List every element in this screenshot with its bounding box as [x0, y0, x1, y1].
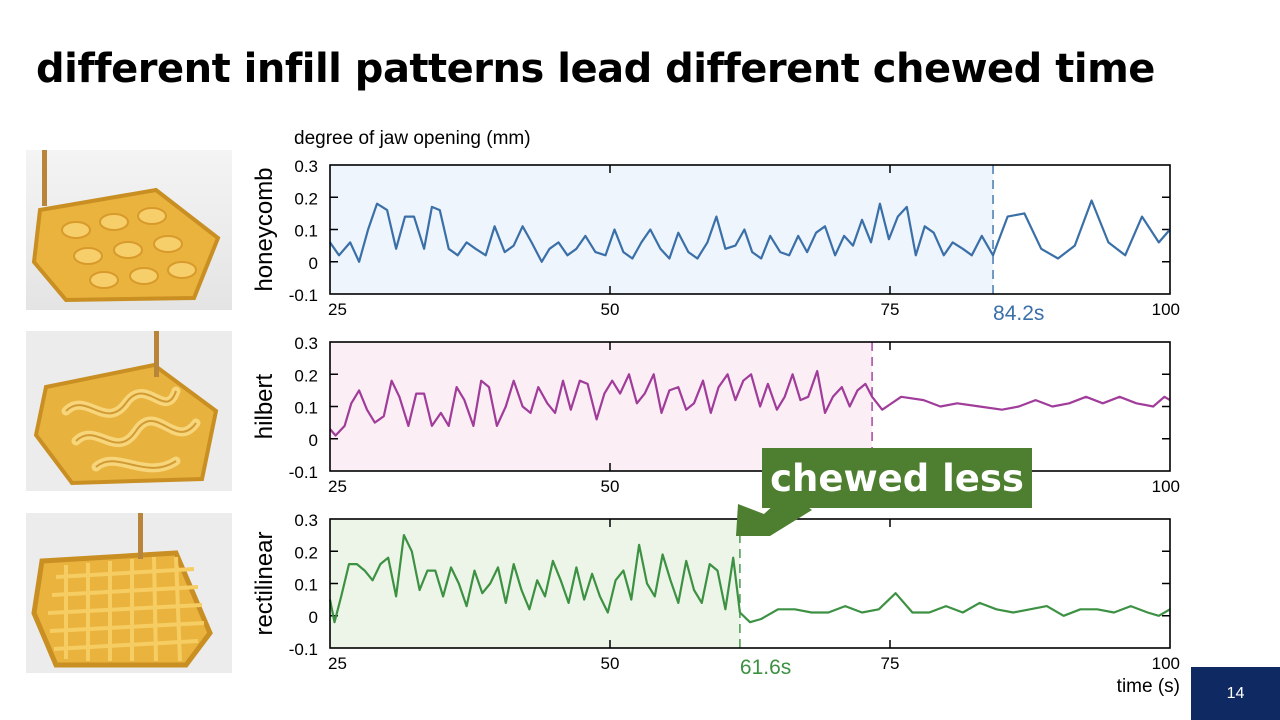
x-tick-label: 50 — [601, 654, 620, 673]
x-tick-label: 100 — [1152, 300, 1180, 319]
x-tick-label: 100 — [1152, 654, 1180, 673]
rectilinear-panel-label: rectilinear — [251, 531, 278, 635]
y-tick-label: 0 — [309, 608, 318, 627]
y-tick-label: 0 — [309, 254, 318, 273]
x-axis-title: time (s) — [1117, 676, 1180, 697]
x-tick-label: 75 — [881, 654, 900, 673]
panel-rectilinear: 0.3 0.2 0.1 0 -0.1 25 50 75 100 rectilinear 61.6s — [251, 511, 1180, 679]
x-tick-label: 50 — [601, 477, 620, 496]
panel-honeycomb: 0.3 0.2 0.1 0 -0.1 25 50 75 100 honeycomb 84.2s — [251, 157, 1180, 325]
honeycomb-sample-photo — [26, 150, 232, 310]
y-tick-label: 0.2 — [294, 366, 318, 385]
y-tick-label: 0.3 — [294, 334, 318, 353]
rectilinear-end-label: 61.6s — [740, 656, 791, 679]
honeycomb-end-label: 84.2s — [993, 302, 1044, 325]
honeycomb-series-line — [329, 199, 1171, 263]
honeycomb-plot-frame — [329, 164, 1171, 295]
rectilinear-chewing-region — [330, 519, 740, 648]
y-tick-label: 0 — [309, 431, 318, 450]
y-tick-label: -0.1 — [289, 640, 318, 659]
x-tick-label: 25 — [328, 300, 347, 319]
x-tick-label: 50 — [601, 300, 620, 319]
y-tick-label: 0.1 — [294, 576, 318, 595]
y-axis-title: degree of jaw opening (mm) — [294, 128, 531, 149]
x-tick-label: 25 — [328, 654, 347, 673]
y-tick-label: -0.1 — [289, 463, 318, 482]
chewed-less-callout: chewed less — [762, 448, 1032, 508]
panel-hilbert: 0.30.20.10-0.1255075100hilbert — [251, 334, 1180, 496]
y-tick-label: 0.1 — [294, 222, 318, 241]
y-tick-label: 0.3 — [294, 511, 318, 530]
x-tick-label: 25 — [328, 477, 347, 496]
honeycomb-chewing-region — [330, 165, 994, 294]
y-tick-label: 0.2 — [294, 543, 318, 562]
x-tick-label: 100 — [1152, 477, 1180, 496]
y-tick-label: -0.1 — [289, 286, 318, 305]
y-tick-label: 0.1 — [294, 399, 318, 418]
page-number: 14 — [1191, 667, 1280, 720]
rectilinear-series-line — [328, 533, 1171, 624]
honeycomb-panel-label: honeycomb — [251, 167, 278, 291]
hilbert-plot-frame — [329, 341, 1171, 472]
hilbert-series-line — [329, 369, 1171, 437]
x-tick-label: 75 — [881, 300, 900, 319]
y-tick-label: 0.3 — [294, 157, 318, 176]
hilbert-panel-label: hilbert — [251, 373, 278, 439]
rectilinear-sample-photo — [26, 513, 232, 673]
slide-title: different infill patterns lead different… — [36, 46, 1155, 92]
hilbert-sample-photo — [26, 331, 232, 491]
y-tick-label: 0.2 — [294, 189, 318, 208]
